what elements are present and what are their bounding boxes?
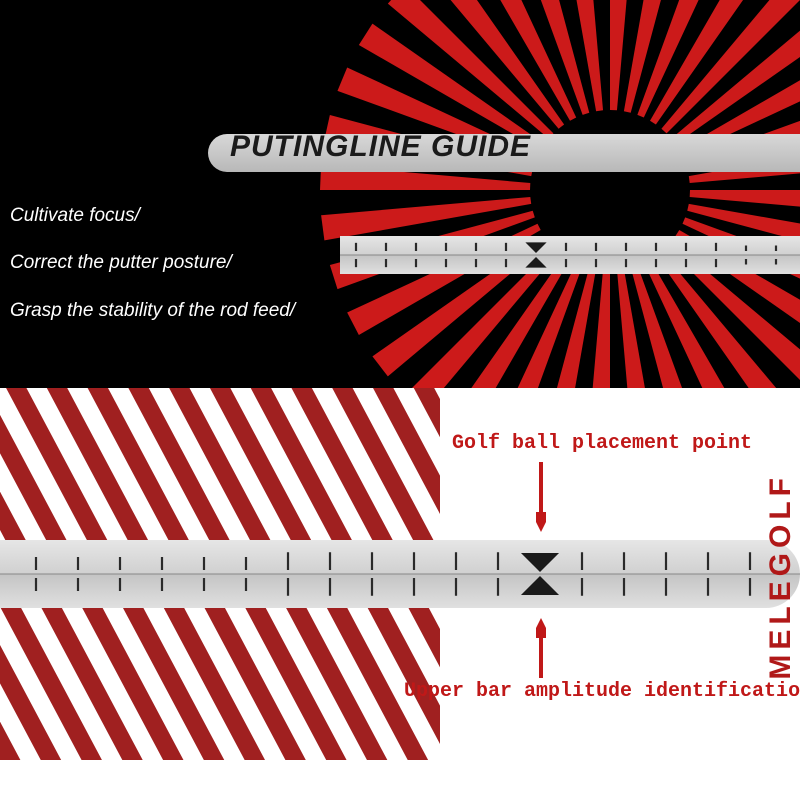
feature-3: Grasp the stability of the rod feed/ bbox=[10, 300, 295, 322]
ruler-large bbox=[0, 540, 800, 608]
ruler-small bbox=[340, 236, 800, 274]
annotation-bottom: Upper bar amplitude identification line bbox=[404, 680, 800, 703]
top-panel: PUTINGLINE GUIDE Cultivate focus/ Correc… bbox=[0, 0, 800, 388]
annotation-top: Golf ball placement point bbox=[452, 432, 752, 455]
brand-vertical-text: MELEGOLF bbox=[764, 473, 798, 680]
main-title: PUTINGLINE GUIDE bbox=[230, 130, 531, 164]
brand-vertical: MELEGOLF bbox=[764, 396, 798, 756]
feature-1: Cultivate focus/ bbox=[10, 205, 140, 227]
feature-2: Correct the putter posture/ bbox=[10, 252, 232, 274]
sunburst-graphic bbox=[320, 0, 800, 388]
